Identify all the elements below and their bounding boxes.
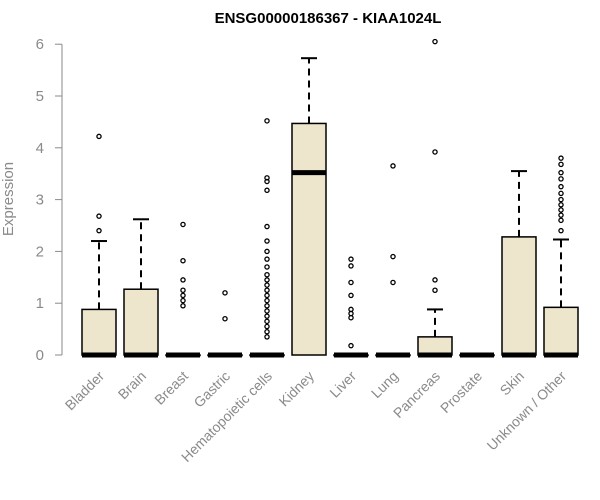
x-tick-label: Skin <box>497 368 528 399</box>
outlier-point <box>264 328 270 335</box>
x-tick-label: Brain <box>115 368 149 402</box>
outlier-point <box>558 155 564 161</box>
outlier-point <box>264 308 270 314</box>
outlier-point <box>264 297 270 304</box>
x-tick-label: Bladder <box>62 368 108 414</box>
y-tick-label: 1 <box>36 295 44 312</box>
outlier-point <box>264 264 270 270</box>
outlier-point <box>264 271 270 278</box>
outlier-point <box>348 306 354 313</box>
y-tick-label: 0 <box>36 347 44 364</box>
outlier-point <box>264 175 270 181</box>
outlier-point <box>348 292 354 299</box>
y-tick-label: 4 <box>36 140 44 157</box>
outlier-point <box>180 257 186 264</box>
outlier-point <box>264 287 270 293</box>
x-tick-label: Prostate <box>437 368 485 416</box>
outlier-point <box>180 297 186 304</box>
x-tick-label: Kidney <box>276 368 318 410</box>
box-rect <box>291 122 327 356</box>
outlier-point <box>264 187 270 194</box>
outlier-point <box>558 169 564 176</box>
outlier-point <box>96 213 102 219</box>
outlier-point <box>432 149 438 155</box>
box-pancreas <box>417 38 453 358</box>
outlier-point <box>390 163 396 169</box>
box-skin <box>501 170 537 358</box>
box-liver <box>333 256 369 358</box>
outlier-point <box>180 287 186 293</box>
x-tick-label: Unknown / Other <box>484 368 570 454</box>
outlier-point <box>348 256 354 262</box>
outlier-point <box>180 303 186 309</box>
outlier-point <box>264 282 270 288</box>
box-hematopoietic-cells <box>249 118 285 358</box>
outlier-point <box>96 227 102 234</box>
box-rect <box>543 306 579 356</box>
outlier-point <box>264 223 270 230</box>
box-rect <box>417 336 453 356</box>
outlier-point <box>558 161 564 168</box>
outlier-point <box>180 292 186 299</box>
outlier-point <box>558 212 564 218</box>
outlier-point <box>264 318 270 325</box>
outlier-point <box>558 202 564 208</box>
y-tick-label: 2 <box>36 243 44 260</box>
outlier-point <box>558 190 564 197</box>
outlier-point <box>558 183 564 190</box>
outlier-point <box>432 287 438 293</box>
box-unknown-other <box>543 155 579 358</box>
outlier-point <box>264 292 270 299</box>
outlier-point <box>264 238 270 244</box>
outlier-point <box>222 315 228 322</box>
y-tick-label: 3 <box>36 192 44 209</box>
box-gastric <box>207 290 243 358</box>
box-bladder <box>81 133 117 358</box>
box-rect <box>81 308 117 356</box>
outlier-point <box>558 217 564 224</box>
box-kidney <box>291 57 327 356</box>
outlier-point <box>264 248 270 255</box>
outlier-point <box>96 133 102 140</box>
outlier-point <box>348 263 354 269</box>
outlier-point <box>558 196 564 203</box>
box-rect <box>501 236 537 356</box>
x-tick-label: Lung <box>368 368 401 401</box>
box-series <box>81 38 579 358</box>
outlier-point <box>558 176 564 182</box>
outlier-point <box>264 118 270 124</box>
outlier-point <box>558 207 564 213</box>
y-axis: 0 1 2 3 4 5 6 <box>36 36 63 364</box>
y-axis-label: Expression <box>0 162 17 236</box>
outlier-point <box>264 303 270 309</box>
outlier-point <box>432 38 438 45</box>
chart-title: ENSG00000186367 - KIAA1024L <box>215 10 442 27</box>
outlier-point <box>390 253 396 260</box>
outlier-point <box>348 279 354 286</box>
outlier-point <box>264 313 270 319</box>
outlier-point <box>264 334 270 340</box>
outlier-point <box>180 221 186 228</box>
box-rect <box>123 288 159 356</box>
outlier-point <box>264 323 270 330</box>
outlier-point <box>264 277 270 283</box>
x-tick-label: Pancreas <box>390 368 443 421</box>
outlier-point <box>348 342 354 349</box>
x-tick-label: Liver <box>326 368 359 401</box>
outlier-point <box>390 279 396 286</box>
outlier-point <box>180 277 186 283</box>
y-tick-label: 5 <box>36 88 44 105</box>
outlier-point <box>222 290 228 296</box>
box-brain <box>123 218 159 358</box>
box-lung <box>375 163 411 358</box>
x-tick-label: Breast <box>151 368 191 408</box>
box-breast <box>165 221 201 358</box>
outlier-point <box>264 256 270 262</box>
outlier-point <box>432 277 438 283</box>
outlier-point <box>558 227 564 234</box>
box-prostate <box>459 352 495 358</box>
y-tick-label: 6 <box>36 36 44 53</box>
